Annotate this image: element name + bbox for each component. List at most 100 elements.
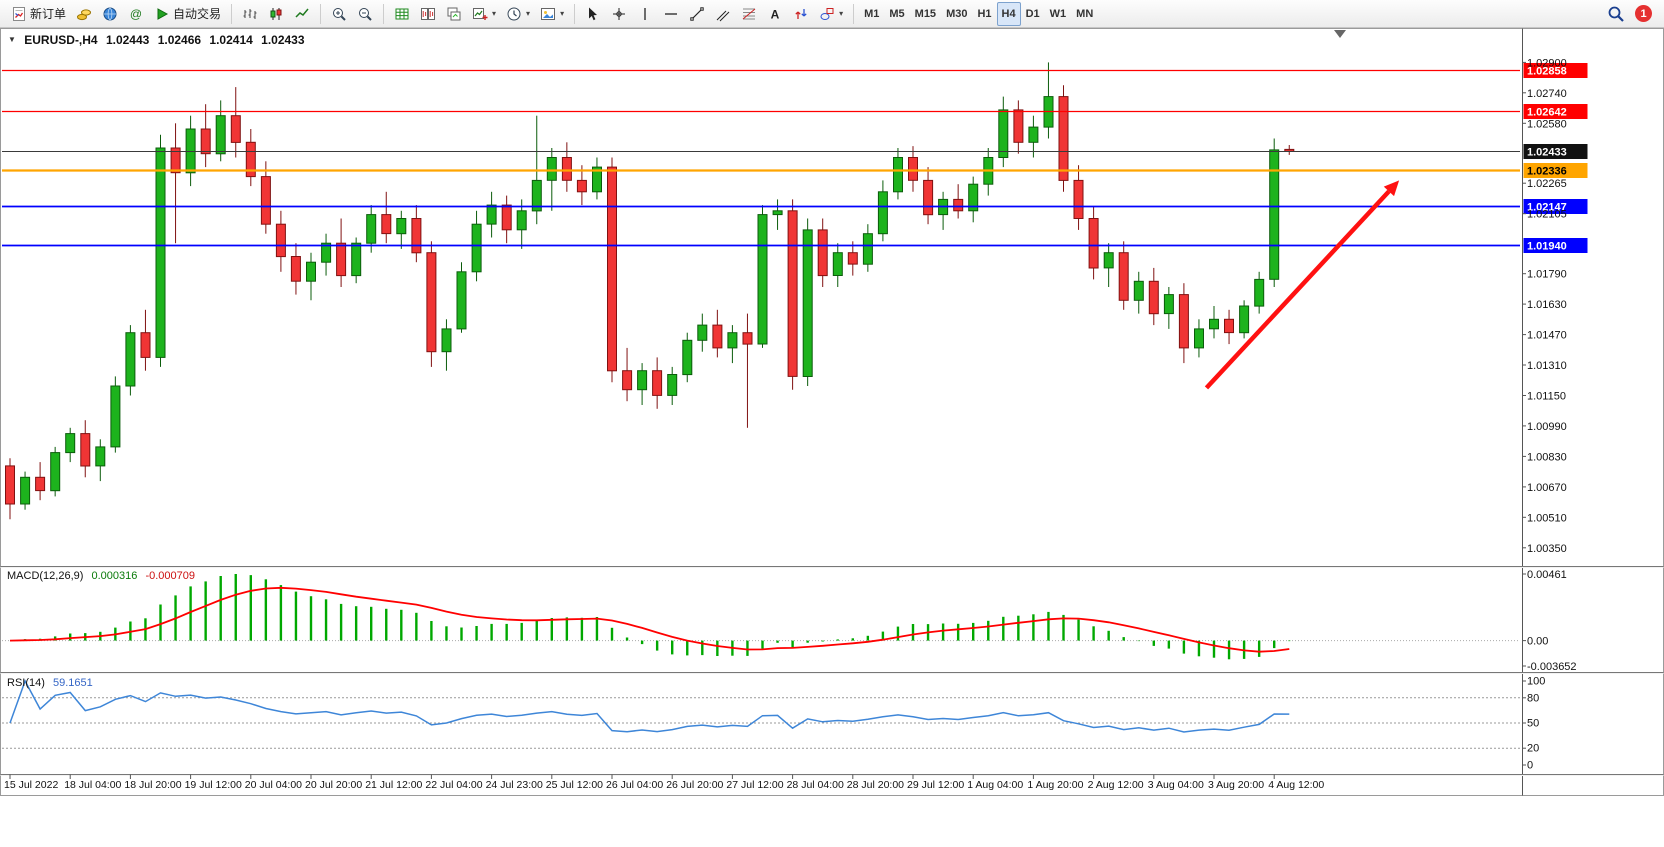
chart-shift-marker[interactable] bbox=[1334, 30, 1346, 38]
timeframe-m5[interactable]: M5 bbox=[884, 2, 909, 26]
timeframe-h4-label: H4 bbox=[1001, 7, 1016, 20]
candlestick-chart-button[interactable] bbox=[263, 2, 289, 26]
price-badge: 1.02642 bbox=[1527, 107, 1567, 119]
svg-text:A: A bbox=[771, 7, 780, 21]
time-axis-label: 26 Jul 20:00 bbox=[666, 779, 723, 791]
channel-button[interactable] bbox=[710, 2, 736, 26]
toolbar-separator bbox=[231, 3, 233, 24]
periods-button[interactable]: ▾ bbox=[501, 2, 535, 26]
timeframe-mn[interactable]: MN bbox=[1071, 2, 1098, 26]
market-watch-button[interactable] bbox=[97, 2, 123, 26]
timeframe-h1[interactable]: H1 bbox=[972, 2, 996, 26]
indicators-button[interactable]: ▾ bbox=[467, 2, 501, 26]
chevron-down-icon: ▾ bbox=[492, 9, 497, 18]
chevron-down-icon: ▾ bbox=[526, 9, 531, 18]
auto-trading-button-label: 自动交易 bbox=[173, 7, 222, 21]
macd-value-signal: -0.000709 bbox=[145, 570, 195, 582]
bar-chart-button[interactable] bbox=[237, 2, 263, 26]
time-axis-label: 28 Jul 20:00 bbox=[847, 779, 904, 791]
timeframe-m15[interactable]: M15 bbox=[910, 2, 941, 26]
fibonacci-button[interactable] bbox=[736, 2, 762, 26]
crosshair-icon bbox=[611, 6, 627, 22]
price-axis-label: 1.02900 bbox=[1527, 57, 1567, 69]
price-axis-label: 1.02740 bbox=[1527, 88, 1567, 100]
hline-icon bbox=[663, 6, 679, 22]
auto-trading-button[interactable]: 自动交易 bbox=[149, 2, 226, 26]
timeframe-m30[interactable]: M30 bbox=[941, 2, 972, 26]
time-axis-label: 1 Aug 20:00 bbox=[1027, 779, 1083, 791]
zoom-in-button[interactable] bbox=[326, 2, 352, 26]
macd-value-main: 0.000316 bbox=[91, 570, 138, 582]
price-badge: 1.02858 bbox=[1527, 66, 1567, 78]
price-badge: 1.02147 bbox=[1527, 202, 1567, 214]
price-badge: 1.02433 bbox=[1527, 147, 1567, 159]
bars-icon bbox=[242, 6, 258, 22]
templates-button[interactable]: ▾ bbox=[535, 2, 569, 26]
svg-text:@: @ bbox=[130, 7, 142, 21]
time-axis-label: 20 Jul 20:00 bbox=[305, 779, 362, 791]
rsi-axis-label: 50 bbox=[1527, 718, 1539, 730]
timeframe-h1-label: H1 bbox=[977, 7, 992, 20]
timeframe-m30-label: M30 bbox=[946, 7, 968, 20]
crosshair-button[interactable] bbox=[606, 2, 632, 26]
at-icon: @ bbox=[128, 6, 144, 22]
new-order-button-label: 新订单 bbox=[30, 7, 67, 21]
zoom-out-button[interactable] bbox=[352, 2, 378, 26]
grid-button[interactable] bbox=[389, 2, 415, 26]
price-badge: 1.02336 bbox=[1527, 166, 1567, 178]
time-axis-label: 25 Jul 12:00 bbox=[546, 779, 603, 791]
search-icon[interactable] bbox=[1607, 5, 1625, 23]
metaeditor-button[interactable] bbox=[71, 2, 97, 26]
price-badge: 1.01940 bbox=[1527, 241, 1567, 253]
time-axis-label: 29 Jul 12:00 bbox=[907, 779, 964, 791]
rsi-title: RSI(14) bbox=[7, 677, 45, 689]
tile-windows-button[interactable] bbox=[415, 2, 441, 26]
cascade-windows-button[interactable] bbox=[441, 2, 467, 26]
line-chart-button[interactable] bbox=[289, 2, 315, 26]
line-icon bbox=[294, 6, 310, 22]
toolbar-separator bbox=[320, 3, 322, 24]
timeframe-h4[interactable]: H4 bbox=[996, 1, 1021, 26]
timeframe-m5-label: M5 bbox=[889, 7, 905, 20]
scripts-button[interactable]: @ bbox=[123, 2, 149, 26]
time-axis-label: 28 Jul 04:00 bbox=[787, 779, 844, 791]
trend-arrow-annotation[interactable] bbox=[1204, 180, 1400, 390]
rsi-axis-label: 0 bbox=[1527, 760, 1533, 772]
ohlc-open: 1.02443 bbox=[105, 33, 150, 47]
price-axis-label: 1.00830 bbox=[1527, 451, 1567, 463]
time-axis[interactable]: 15 Jul 2022 18 Jul 04:00 18 Jul 20:00 19 Ju… bbox=[4, 774, 1324, 792]
timeframe-d1-label: D1 bbox=[1025, 7, 1040, 20]
trendline-button[interactable] bbox=[684, 2, 710, 26]
vertical-line-button[interactable] bbox=[632, 2, 658, 26]
notification-badge[interactable]: 1 bbox=[1635, 5, 1652, 22]
main-chart-panel[interactable] bbox=[2, 30, 1520, 520]
price-axis-label: 1.00990 bbox=[1527, 421, 1567, 433]
timeframe-d1[interactable]: D1 bbox=[1021, 2, 1045, 26]
price-axis-label: 1.01310 bbox=[1527, 360, 1567, 372]
shapes-button[interactable]: ▾ bbox=[814, 2, 848, 26]
time-axis-label: 26 Jul 04:00 bbox=[606, 779, 663, 791]
macd-axis-label: -0.003652 bbox=[1527, 661, 1577, 673]
clock-icon bbox=[506, 6, 522, 22]
toolbar-separator bbox=[383, 3, 385, 24]
macd-axis-label: 0.00 bbox=[1527, 636, 1548, 648]
text-button[interactable]: A bbox=[762, 2, 788, 26]
timeframe-mn-label: MN bbox=[1076, 7, 1094, 20]
rsi-panel[interactable]: 100 80 50 20 0 bbox=[2, 676, 1545, 772]
price-axis[interactable]: 1.02858 1.02642 1.02336 1.02147 1.01940 1.024… bbox=[1522, 57, 1588, 555]
one-click-trading-toggle[interactable]: ▼ bbox=[8, 35, 16, 44]
time-axis-label: 19 Jul 12:00 bbox=[185, 779, 242, 791]
rsi-header: RSI(14) 59.1651 bbox=[7, 677, 98, 689]
timeframe-m1[interactable]: M1 bbox=[859, 2, 884, 26]
horizontal-line-button[interactable] bbox=[658, 2, 684, 26]
time-axis-label: 3 Aug 20:00 bbox=[1208, 779, 1264, 791]
time-axis-label: 21 Jul 12:00 bbox=[365, 779, 422, 791]
timeframe-m15-label: M15 bbox=[914, 7, 937, 20]
new-order-button[interactable]: 新订单 bbox=[6, 2, 71, 26]
cursor-button[interactable] bbox=[580, 2, 606, 26]
arrows-button[interactable] bbox=[788, 2, 814, 26]
price-axis-label: 1.01150 bbox=[1527, 391, 1566, 403]
macd-panel[interactable]: 0.00461 0.00 -0.003652 bbox=[2, 569, 1577, 673]
timeframe-w1[interactable]: W1 bbox=[1045, 2, 1072, 26]
